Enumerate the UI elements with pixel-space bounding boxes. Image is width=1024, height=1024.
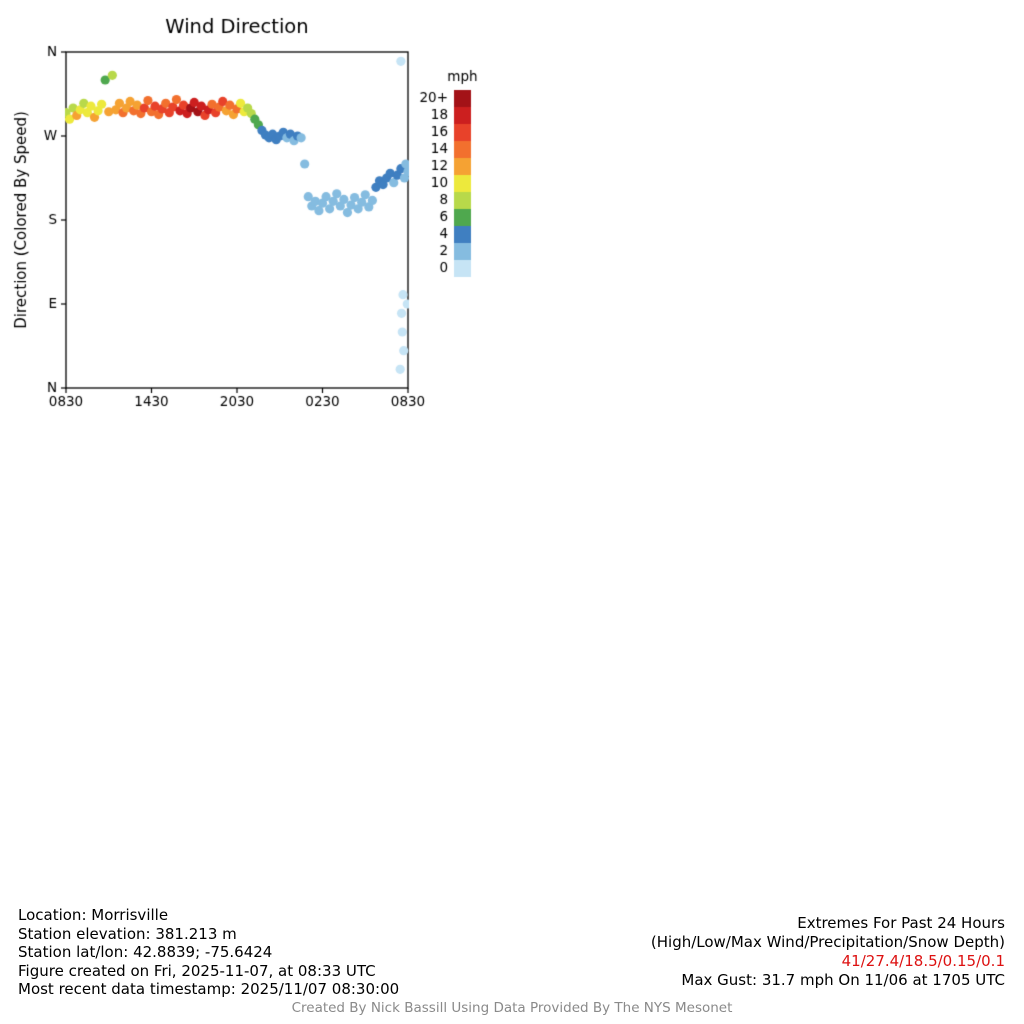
max-gust: Max Gust: 31.7 mph On 11/06 at 1705 UTC bbox=[681, 971, 1005, 989]
figure-created: Figure created on Fri, 2025-11-07, at 08… bbox=[18, 961, 376, 980]
extremes-subtitle: (High/Low/Max Wind/Precipitation/Snow De… bbox=[650, 933, 1005, 951]
station-latlon: Station lat/lon: 42.8839; -75.6424 bbox=[18, 943, 273, 961]
extremes-values: 41/27.4/18.5/0.15/0.1 bbox=[841, 952, 1005, 970]
extremes-title: Extremes For Past 24 Hours bbox=[797, 914, 1005, 932]
wind-direction-chart bbox=[0, 0, 512, 450]
station-elevation: Station elevation: 381.213 m bbox=[18, 924, 237, 943]
data-timestamp: Most recent data timestamp: 2025/11/07 0… bbox=[18, 980, 400, 998]
station-location: Location: Morrisville bbox=[18, 906, 169, 924]
extremes-info: Extremes For Past 24 Hours (High/Low/Max… bbox=[651, 914, 1005, 990]
credit-line: Created By Nick Bassill Using Data Provi… bbox=[291, 1000, 733, 1016]
station-info: Location: Morrisville Station elevation:… bbox=[18, 906, 399, 999]
